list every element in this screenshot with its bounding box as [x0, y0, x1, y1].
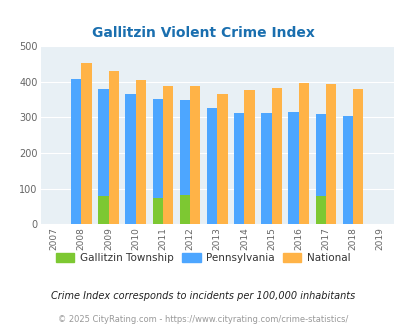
Bar: [98, 196, 108, 224]
Bar: [271, 87, 281, 224]
Bar: [81, 63, 92, 224]
Bar: [325, 84, 335, 224]
Bar: [162, 86, 173, 224]
Bar: [352, 89, 362, 224]
Bar: [260, 113, 271, 224]
Bar: [207, 108, 217, 224]
Bar: [71, 79, 81, 224]
Bar: [233, 113, 244, 224]
Bar: [152, 99, 162, 224]
Bar: [179, 195, 190, 224]
Text: Gallitzin Violent Crime Index: Gallitzin Violent Crime Index: [92, 26, 313, 40]
Bar: [179, 100, 190, 224]
Text: Crime Index corresponds to incidents per 100,000 inhabitants: Crime Index corresponds to incidents per…: [51, 291, 354, 301]
Bar: [315, 114, 325, 224]
Bar: [125, 94, 135, 224]
Bar: [288, 113, 298, 224]
Bar: [98, 89, 108, 224]
Bar: [244, 90, 254, 224]
Bar: [342, 116, 352, 224]
Legend: Gallitzin Township, Pennsylvania, National: Gallitzin Township, Pennsylvania, Nation…: [51, 248, 354, 267]
Bar: [298, 82, 308, 224]
Bar: [108, 71, 119, 224]
Text: © 2025 CityRating.com - https://www.cityrating.com/crime-statistics/: © 2025 CityRating.com - https://www.city…: [58, 315, 347, 324]
Bar: [315, 196, 325, 224]
Bar: [135, 80, 146, 224]
Bar: [217, 94, 227, 224]
Bar: [152, 198, 162, 224]
Bar: [190, 86, 200, 224]
